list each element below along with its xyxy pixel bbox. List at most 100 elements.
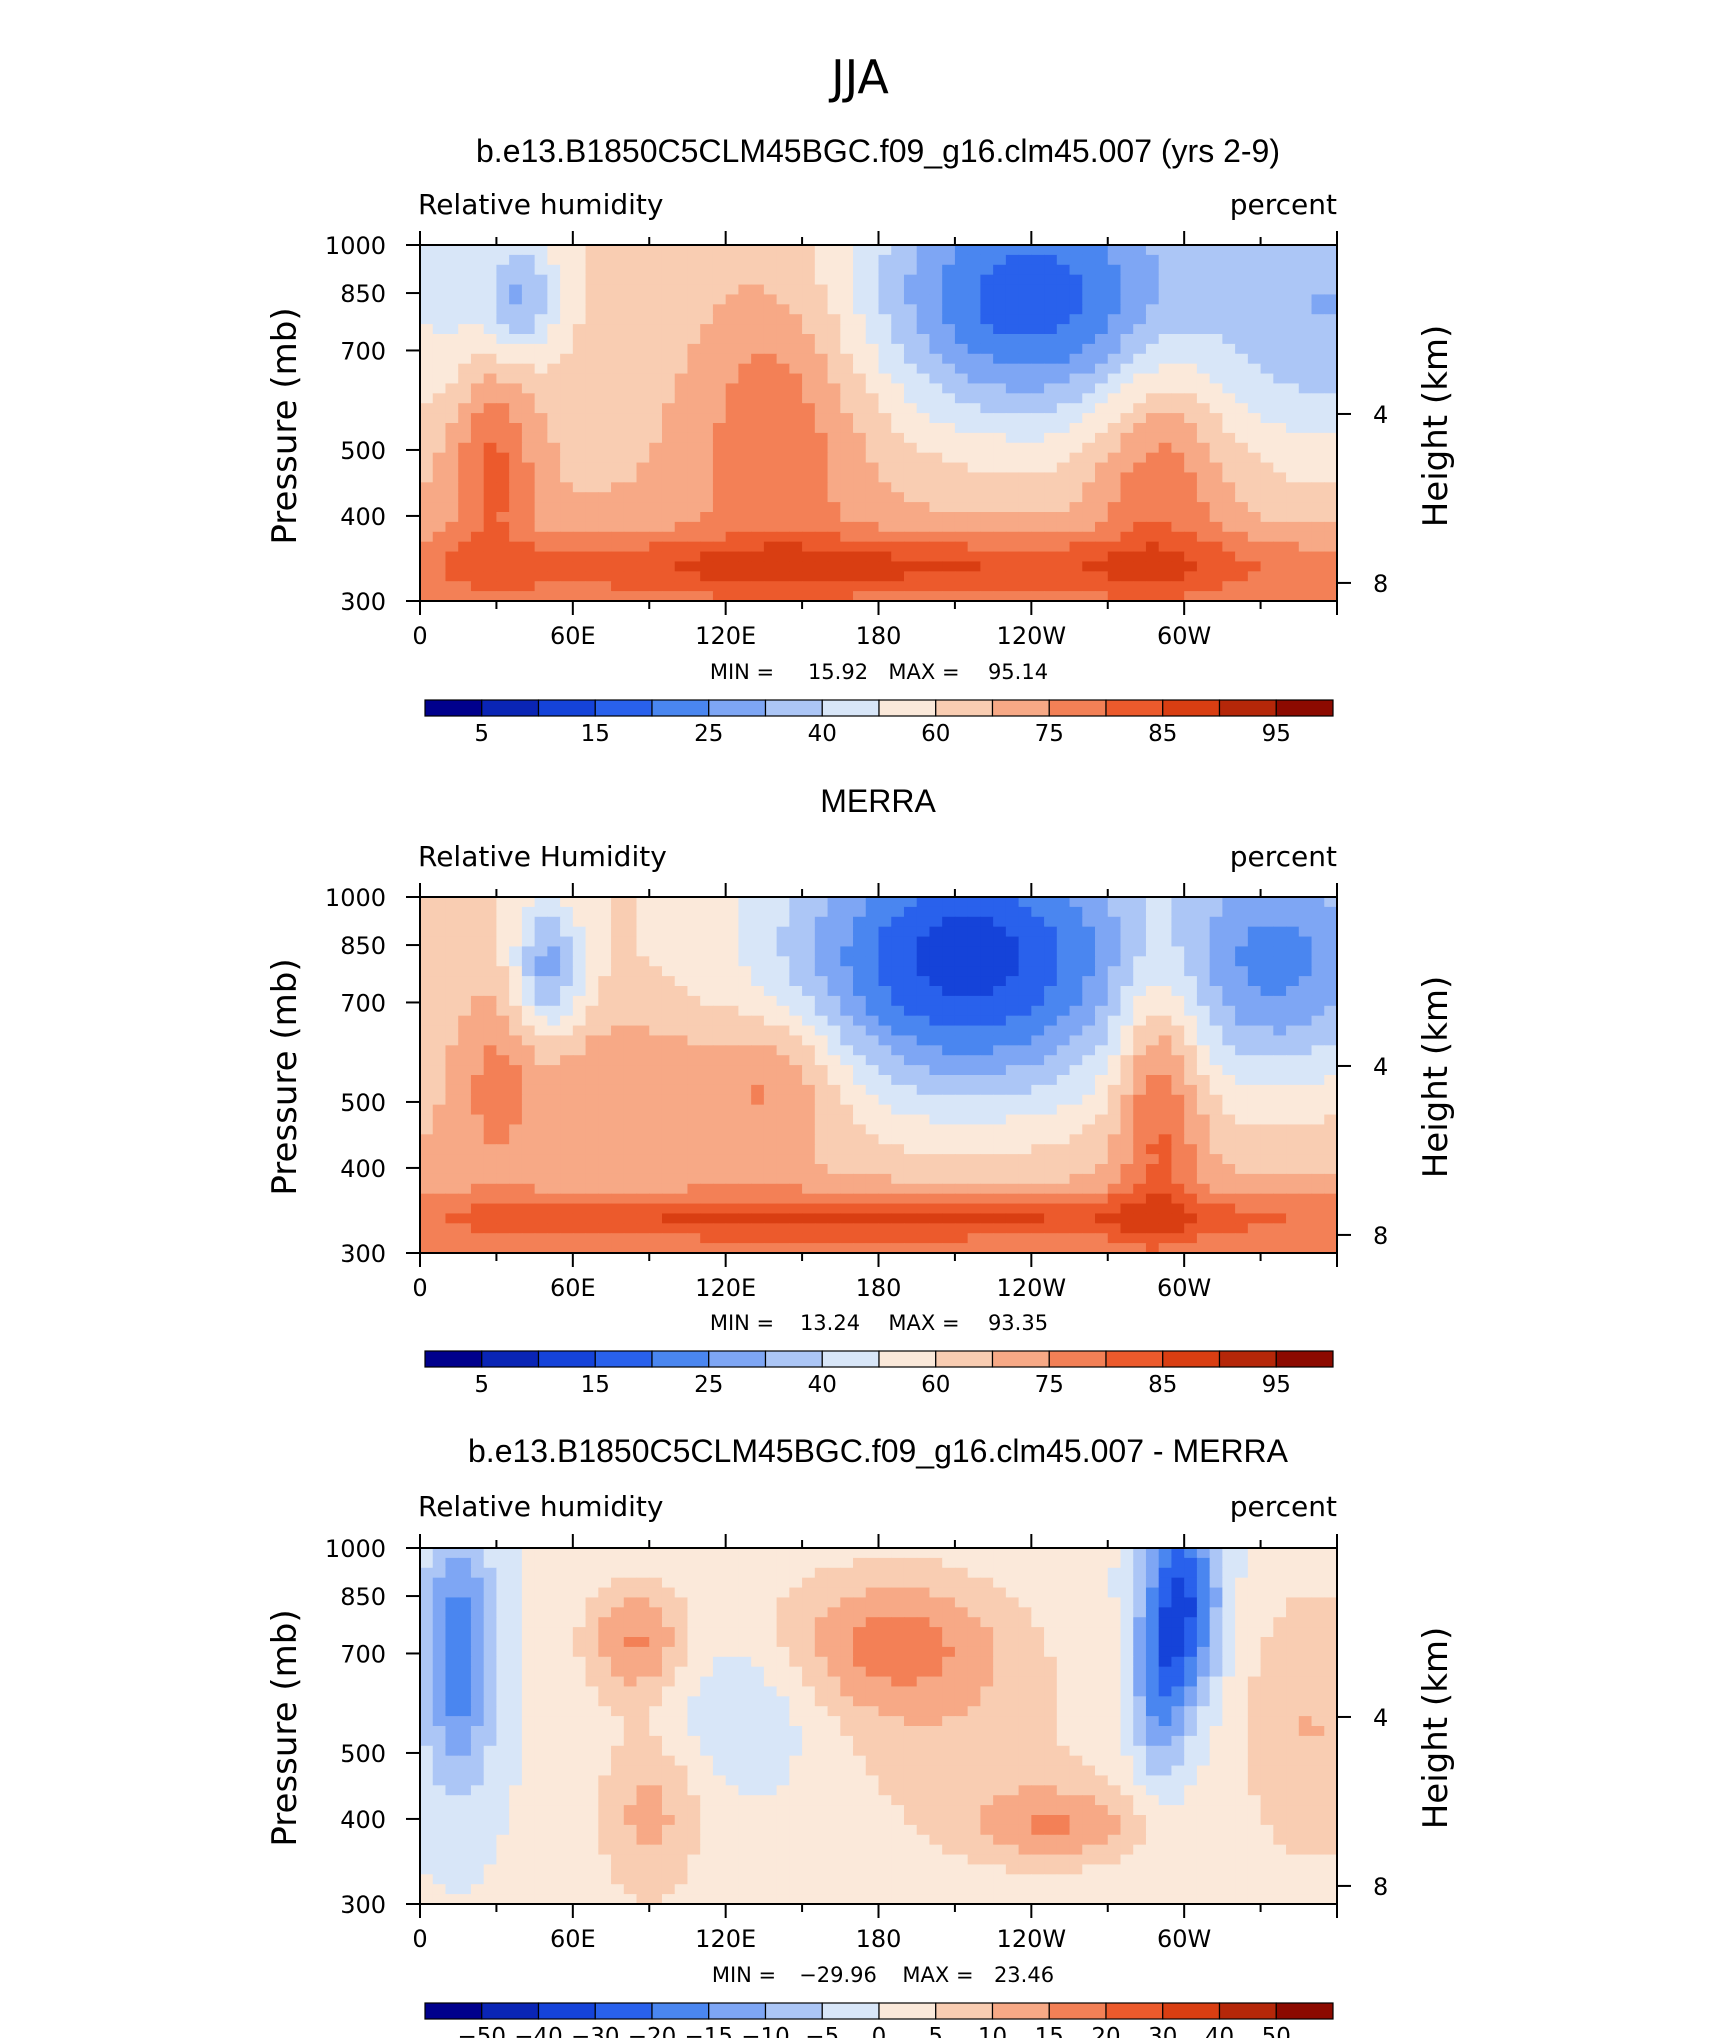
contour-cell: [432, 1015, 447, 1027]
contour-cell: [470, 472, 485, 483]
contour-cell: [853, 245, 867, 256]
contour-cell: [636, 264, 650, 276]
contour-cell: [1196, 541, 1211, 553]
contour-cell: [980, 591, 994, 601]
contour-cell: [445, 966, 459, 977]
contour-cell: [611, 1104, 625, 1116]
contour-cell: [916, 343, 931, 355]
contour-cell: [1311, 502, 1325, 513]
contour-cell: [420, 1035, 434, 1046]
contour-cell: [980, 413, 994, 424]
contour-cell: [687, 521, 701, 533]
contour-cell: [1056, 324, 1071, 335]
contour-cell: [1235, 383, 1249, 394]
contour-cell: [840, 1104, 854, 1116]
contour-cell: [712, 324, 727, 335]
contour-cell: [1209, 324, 1223, 335]
contour-cell: [611, 995, 625, 1007]
contour-cell: [802, 1183, 816, 1195]
contour-cell: [534, 1164, 548, 1175]
contour-cell: [1095, 906, 1109, 918]
contour-cell: [840, 995, 854, 1007]
contour-cell: [636, 1114, 650, 1126]
contour-cell: [521, 936, 536, 948]
contour-cell: [1311, 1025, 1325, 1037]
contour-cell: [611, 393, 625, 404]
contour-cell: [1171, 926, 1185, 938]
contour-cell: [1222, 1055, 1236, 1066]
contour-cell: [903, 413, 918, 424]
contour-cell: [1069, 502, 1083, 513]
contour-cell: [649, 413, 663, 424]
contour-cell: [470, 541, 485, 553]
contour-cell: [636, 314, 650, 325]
contour-cell: [496, 1015, 510, 1027]
contour-cell: [661, 264, 676, 276]
contour-cell: [1018, 581, 1032, 592]
contour-cell: [1260, 294, 1274, 305]
contour-cell: [865, 334, 880, 345]
contour-cell: [802, 413, 816, 424]
contour-cell: [560, 1035, 574, 1046]
contour-cell: [674, 314, 689, 325]
contour-cell: [1018, 956, 1032, 967]
contour-cell: [1056, 432, 1071, 444]
contour-cell: [674, 472, 689, 483]
contour-cell: [1273, 1025, 1287, 1037]
contour-cell: [1158, 1005, 1173, 1017]
contour-cell: [547, 591, 561, 601]
contour-cell: [738, 1173, 752, 1185]
contour-cell: [980, 264, 994, 276]
contour-cell: [1209, 254, 1223, 266]
contour-cell: [483, 1015, 498, 1027]
contour-cell: [649, 936, 663, 948]
contour-cell: [1286, 571, 1300, 582]
contour-cell: [751, 304, 765, 315]
contour-cell: [1324, 264, 1337, 276]
contour-cell: [865, 1164, 880, 1175]
contour-cell: [1196, 1203, 1211, 1215]
contour-cell: [1260, 1094, 1274, 1106]
contour-cell: [509, 353, 523, 365]
contour-cell: [802, 906, 816, 918]
contour-cell: [700, 1045, 714, 1056]
contour-cell: [458, 363, 472, 375]
contour-cell: [1222, 334, 1236, 345]
contour-cell: [1031, 976, 1045, 987]
contour-cell: [776, 936, 790, 948]
contour-cell: [1069, 581, 1083, 592]
contour-cell: [1005, 264, 1020, 276]
contour-cell: [1222, 462, 1236, 474]
contour-cell: [1120, 1203, 1134, 1215]
contour-cell: [1196, 254, 1211, 266]
contour-cell: [903, 946, 918, 957]
contour-cell: [1222, 1104, 1236, 1116]
contour-cell: [483, 916, 498, 928]
contour-cell: [763, 966, 778, 977]
contour-cell: [1005, 383, 1020, 394]
contour-cell: [1018, 1005, 1032, 1017]
contour-cell: [534, 541, 548, 553]
contour-cell: [1209, 462, 1223, 474]
contour-cell: [585, 462, 599, 474]
contour-cell: [623, 423, 638, 434]
contour-cell: [598, 274, 612, 286]
contour-cell: [534, 502, 548, 513]
contour-cell: [1222, 995, 1236, 1007]
contour-cell: [840, 314, 854, 325]
contour-cell: [763, 1025, 778, 1037]
contour-cell: [814, 462, 829, 474]
contour-cell: [751, 916, 765, 928]
contour-cell: [700, 1114, 714, 1126]
contour-cell: [458, 1035, 472, 1046]
contour-cell: [1044, 1114, 1058, 1126]
contour-cell: [623, 1005, 638, 1017]
contour-cell: [1005, 1144, 1020, 1155]
contour-cell: [967, 1154, 981, 1165]
contour-cell: [1171, 1045, 1185, 1056]
contour-cell: [700, 512, 714, 523]
contour-cell: [853, 1203, 867, 1215]
contour-cell: [827, 1035, 841, 1046]
contour-cell: [942, 1164, 956, 1175]
contour-cell: [1082, 334, 1096, 345]
